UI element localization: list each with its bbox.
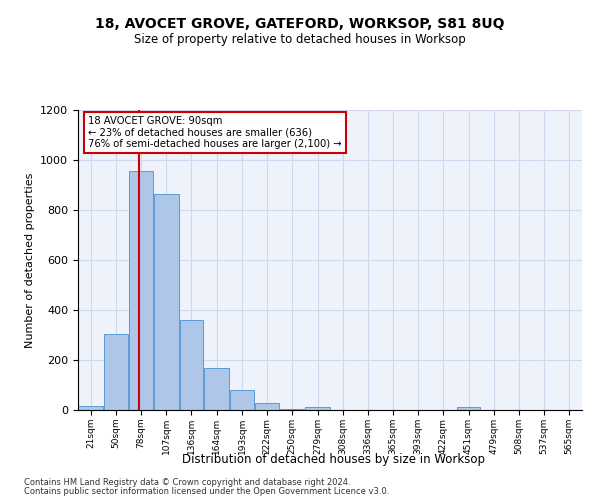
Bar bbox=[128, 171, 153, 410]
Bar bbox=[154, 194, 179, 410]
Text: 18, AVOCET GROVE, GATEFORD, WORKSOP, S81 8UQ: 18, AVOCET GROVE, GATEFORD, WORKSOP, S81… bbox=[95, 18, 505, 32]
Text: Distribution of detached houses by size in Worksop: Distribution of detached houses by size … bbox=[182, 452, 485, 466]
Bar bbox=[79, 406, 103, 410]
Bar bbox=[457, 407, 481, 410]
Text: Contains public sector information licensed under the Open Government Licence v3: Contains public sector information licen… bbox=[24, 486, 389, 496]
Bar bbox=[280, 409, 304, 410]
Bar bbox=[179, 320, 203, 410]
Text: Size of property relative to detached houses in Worksop: Size of property relative to detached ho… bbox=[134, 32, 466, 46]
Bar bbox=[255, 403, 279, 410]
Text: Contains HM Land Registry data © Crown copyright and database right 2024.: Contains HM Land Registry data © Crown c… bbox=[24, 478, 350, 487]
Y-axis label: Number of detached properties: Number of detached properties bbox=[25, 172, 35, 348]
Bar bbox=[104, 334, 128, 410]
Text: 18 AVOCET GROVE: 90sqm
← 23% of detached houses are smaller (636)
76% of semi-de: 18 AVOCET GROVE: 90sqm ← 23% of detached… bbox=[88, 116, 342, 149]
Bar bbox=[204, 368, 229, 410]
Bar bbox=[305, 407, 330, 410]
Bar bbox=[230, 390, 254, 410]
